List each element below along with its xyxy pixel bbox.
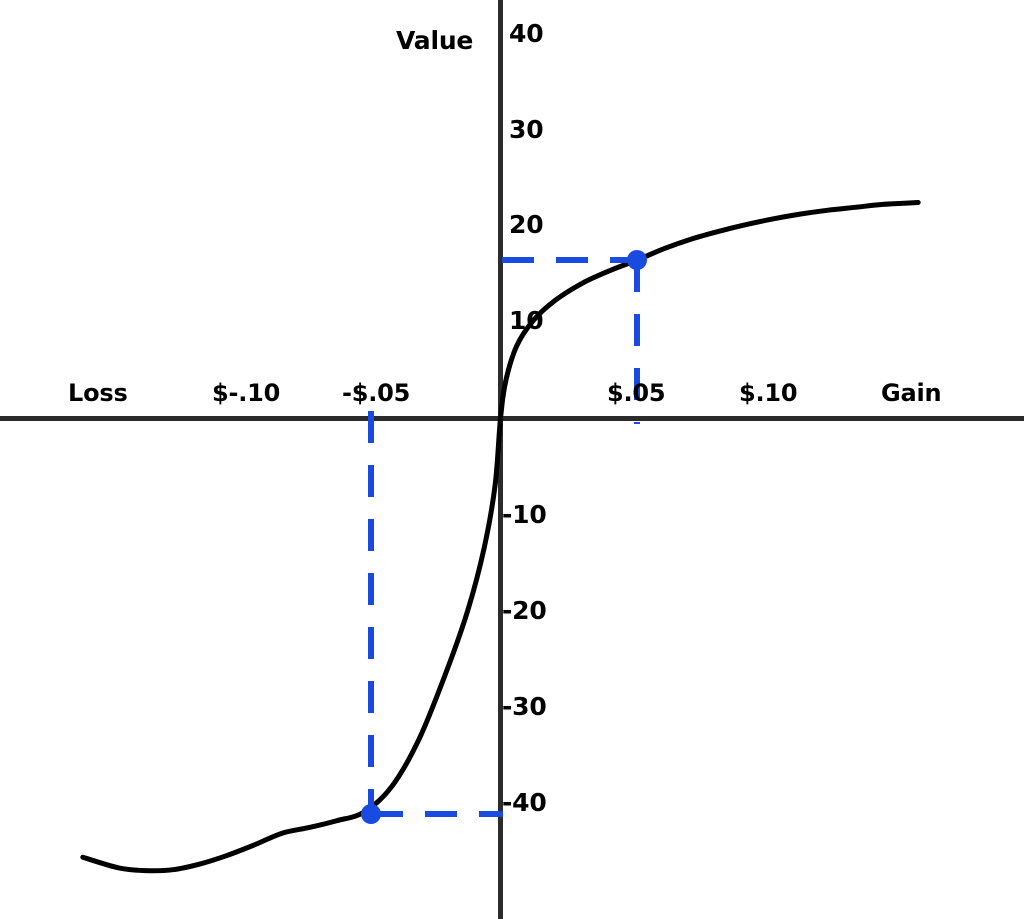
value-function-curve — [80, 200, 921, 874]
y-tick-label-neg-30: -30 — [502, 692, 547, 721]
y-tick-label-40: 40 — [509, 19, 544, 48]
x-axis-left-label: Loss — [68, 379, 128, 407]
x-tick-label-pos-10: $.10 — [739, 379, 798, 407]
x-tick-label-neg-05: -$.05 — [342, 379, 411, 407]
x-tick-label-pos-05: $.05 — [607, 379, 666, 407]
y-tick-label-30: 30 — [509, 115, 544, 144]
y-tick-label-neg-10: -10 — [502, 500, 547, 529]
gain-reference-dot — [627, 250, 647, 270]
x-axis-right-label: Gain — [881, 379, 942, 407]
y-tick-label-neg-20: -20 — [502, 596, 547, 625]
x-tick-label-neg-10: $-.10 — [212, 379, 281, 407]
loss-reference-dot — [361, 804, 381, 824]
y-tick-label-20: 20 — [509, 210, 544, 239]
y-axis-title: Value — [396, 26, 474, 55]
y-tick-label-neg-40: -40 — [502, 788, 547, 817]
y-tick-label-10: 10 — [509, 306, 544, 335]
